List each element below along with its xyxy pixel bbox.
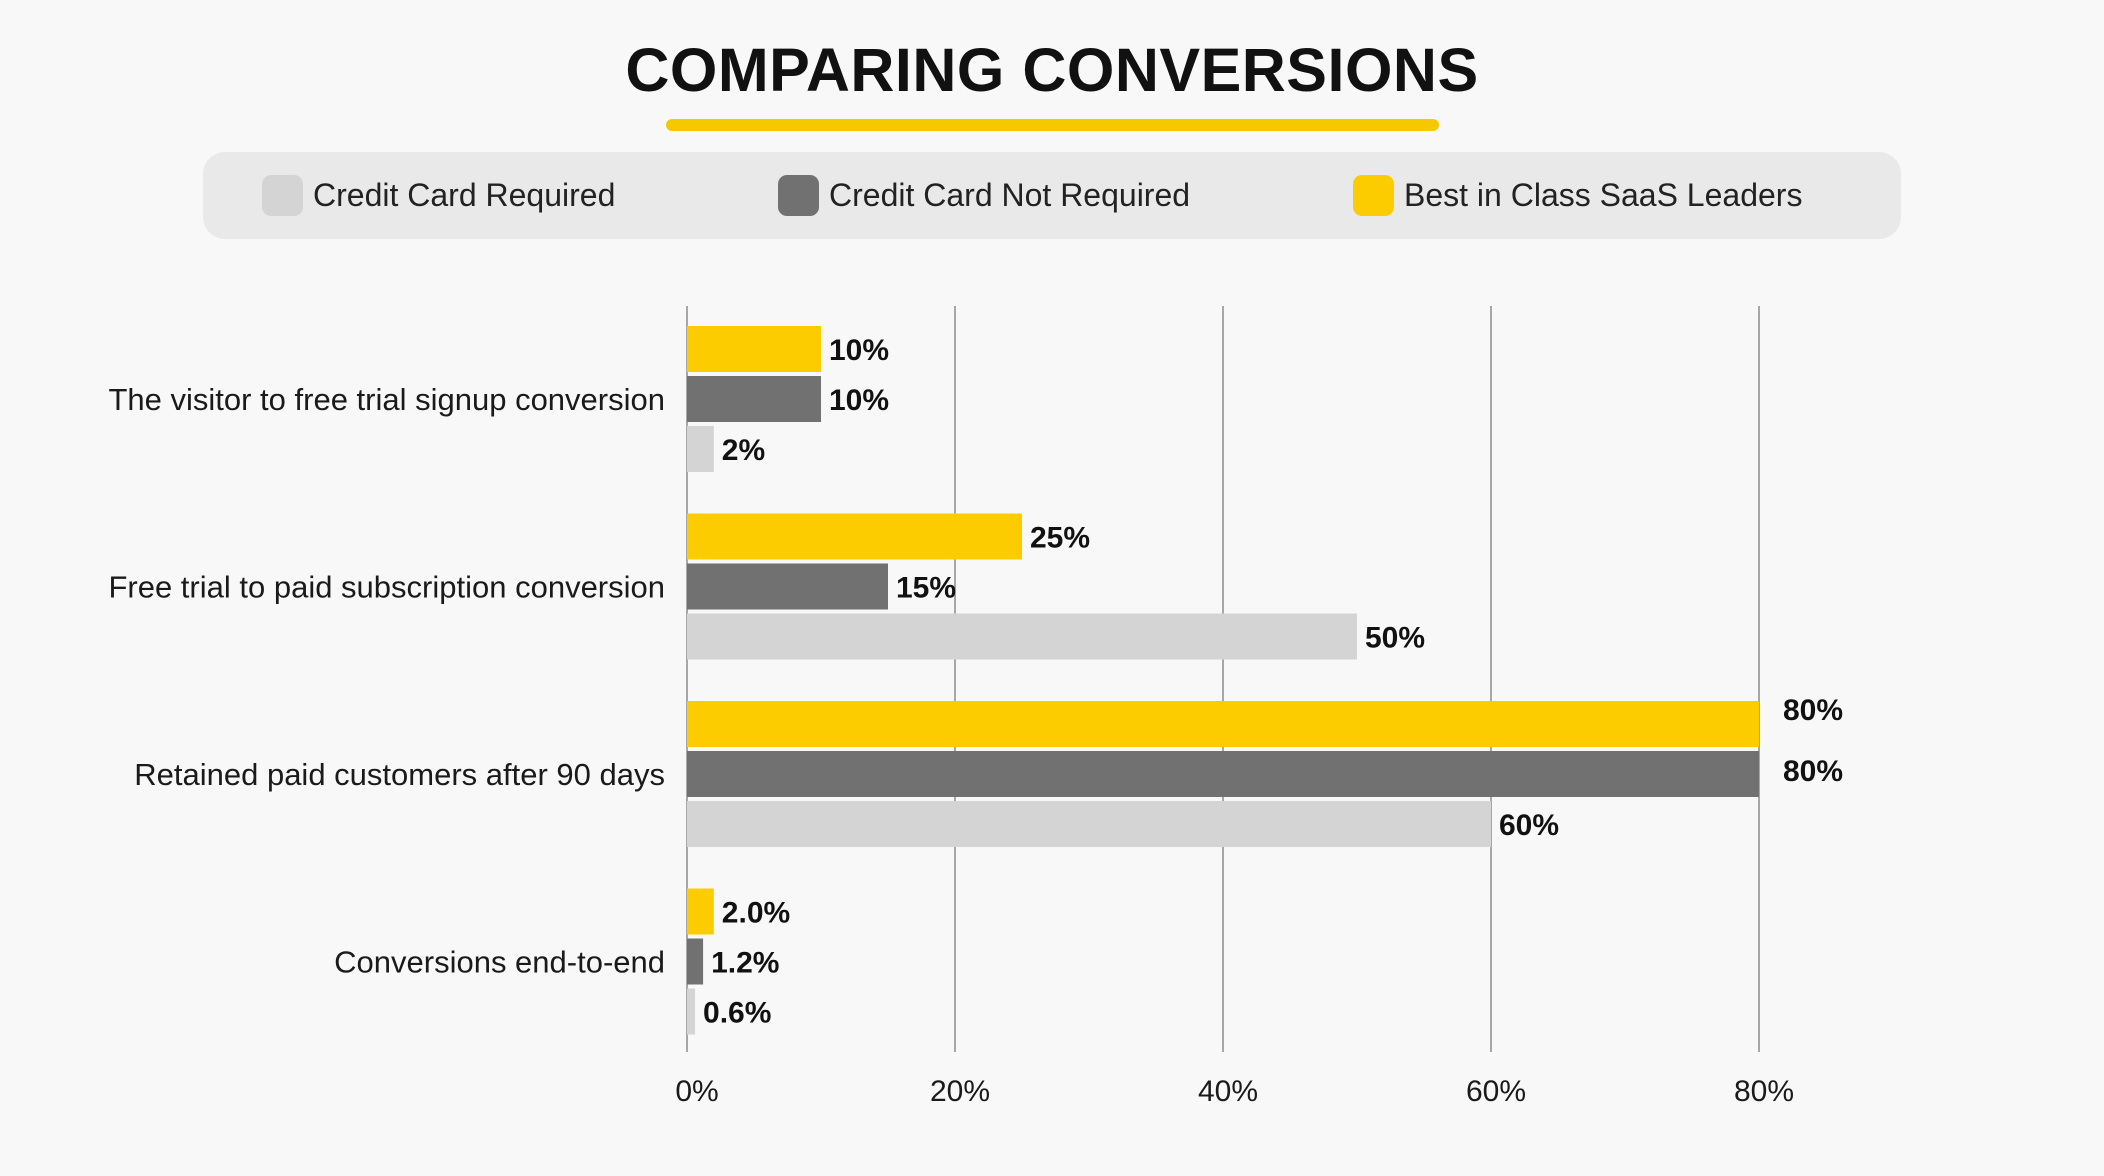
data-label: 2% xyxy=(722,434,765,467)
data-label: 1.2% xyxy=(711,947,779,980)
legend-label-credit-card-not-required: Credit Card Not Required xyxy=(829,177,1191,213)
x-tick-label: 80% xyxy=(1734,1075,1794,1108)
chart-title: COMPARING CONVERSIONS xyxy=(625,36,1479,104)
title-underline xyxy=(666,119,1439,131)
bar-credit-card-required xyxy=(687,613,1357,660)
bar-credit-card-required xyxy=(687,801,1491,847)
data-label: 10% xyxy=(829,384,889,417)
bar-best-in-class-saas-leaders xyxy=(687,513,1022,560)
data-label: 50% xyxy=(1365,622,1425,655)
title-container: COMPARING CONVERSIONS xyxy=(0,34,2104,106)
data-label: 80% xyxy=(1783,755,1843,788)
category-label: Free trial to paid subscription conversi… xyxy=(108,570,665,605)
data-label: 2.0% xyxy=(722,897,790,930)
x-tick-label: 0% xyxy=(675,1075,718,1108)
bar-credit-card-not-required xyxy=(687,376,821,422)
data-label: 80% xyxy=(1783,694,1843,727)
legend: Credit Card Required Credit Card Not Req… xyxy=(203,152,1901,239)
bar-best-in-class-saas-leaders xyxy=(687,888,714,935)
bar-best-in-class-saas-leaders xyxy=(687,326,821,372)
category-label: The visitor to free trial signup convers… xyxy=(108,382,665,417)
x-tick-label: 60% xyxy=(1466,1075,1526,1108)
legend-item-credit-card-not-required: Credit Card Not Required xyxy=(778,152,1190,239)
category-label: Conversions end-to-end xyxy=(334,945,665,980)
data-label: 10% xyxy=(829,334,889,367)
legend-label-credit-card-required: Credit Card Required xyxy=(313,177,616,213)
data-label: 60% xyxy=(1499,809,1559,842)
bar-credit-card-required xyxy=(687,988,696,1035)
legend-item-credit-card-required: Credit Card Required xyxy=(262,152,615,239)
data-label: 25% xyxy=(1030,522,1090,555)
x-tick-label: 40% xyxy=(1198,1075,1258,1108)
bar-credit-card-not-required xyxy=(687,563,888,610)
x-tick-label: 20% xyxy=(930,1075,990,1108)
bar-best-in-class-saas-leaders xyxy=(687,701,1759,747)
legend-swatch-best-in-class xyxy=(1353,175,1394,216)
legend-item-best-in-class: Best in Class SaaS Leaders xyxy=(1353,152,1802,239)
bar-credit-card-not-required xyxy=(687,751,1759,797)
bar-credit-card-not-required xyxy=(687,938,704,985)
legend-swatch-credit-card-not-required xyxy=(778,175,819,216)
data-label: 15% xyxy=(896,572,956,605)
bar-credit-card-required xyxy=(687,426,714,472)
legend-label-best-in-class: Best in Class SaaS Leaders xyxy=(1404,177,1803,213)
category-label: Retained paid customers after 90 days xyxy=(134,757,665,792)
legend-swatch-credit-card-required xyxy=(262,175,303,216)
data-label: 0.6% xyxy=(703,997,771,1030)
